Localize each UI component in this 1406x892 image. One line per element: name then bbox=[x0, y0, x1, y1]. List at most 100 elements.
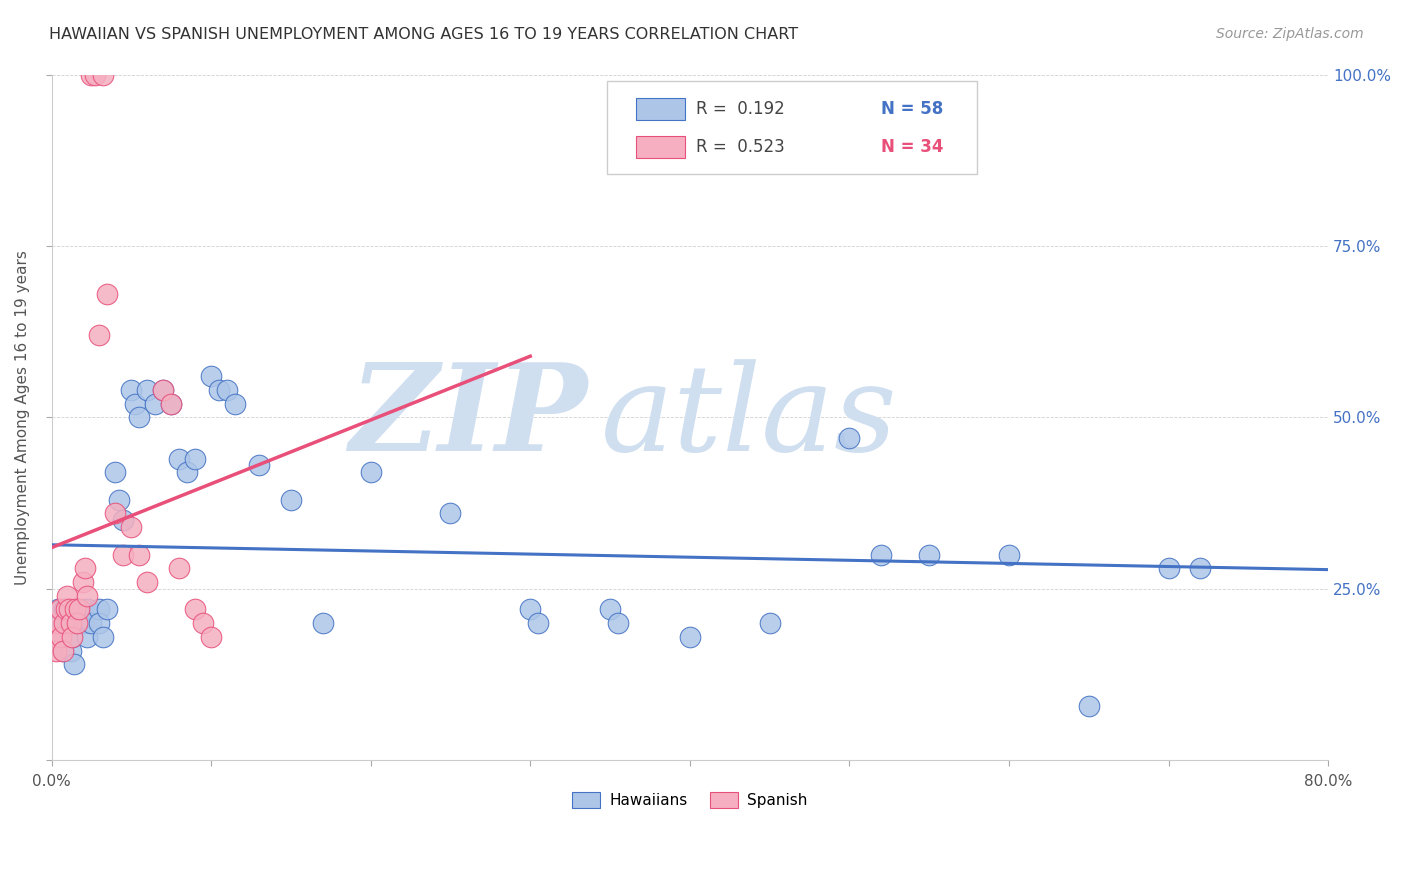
Point bbox=[176, 466, 198, 480]
Point bbox=[679, 630, 702, 644]
Point bbox=[91, 630, 114, 644]
Point bbox=[48, 616, 70, 631]
Point bbox=[200, 369, 222, 384]
Point bbox=[96, 602, 118, 616]
Point bbox=[89, 616, 111, 631]
Point bbox=[76, 630, 98, 644]
Text: N = 34: N = 34 bbox=[882, 137, 943, 155]
Point bbox=[52, 643, 75, 657]
Point bbox=[107, 492, 129, 507]
Point bbox=[48, 602, 70, 616]
Point bbox=[112, 548, 135, 562]
Point bbox=[72, 602, 94, 616]
Point bbox=[160, 397, 183, 411]
Point bbox=[66, 602, 89, 616]
Point bbox=[45, 643, 67, 657]
Text: atlas: atlas bbox=[600, 359, 897, 476]
Point bbox=[60, 630, 83, 644]
Point bbox=[184, 602, 207, 616]
Point bbox=[1157, 561, 1180, 575]
Point bbox=[67, 602, 90, 616]
Point bbox=[167, 451, 190, 466]
Point bbox=[49, 630, 72, 644]
Point bbox=[72, 616, 94, 631]
Point bbox=[58, 602, 80, 616]
Point bbox=[439, 507, 461, 521]
Point bbox=[112, 513, 135, 527]
Point bbox=[527, 616, 550, 631]
FancyBboxPatch shape bbox=[637, 98, 685, 120]
FancyBboxPatch shape bbox=[637, 136, 685, 158]
Point bbox=[83, 68, 105, 82]
Point bbox=[63, 657, 86, 672]
Point bbox=[89, 328, 111, 343]
Point bbox=[1189, 561, 1212, 575]
Point bbox=[49, 630, 72, 644]
Point bbox=[44, 630, 66, 644]
Point bbox=[59, 643, 82, 657]
Legend: Hawaiians, Spanish: Hawaiians, Spanish bbox=[567, 786, 814, 814]
Point bbox=[599, 602, 621, 616]
Point bbox=[72, 575, 94, 590]
Point bbox=[55, 602, 77, 616]
Point bbox=[360, 466, 382, 480]
Text: R =  0.192: R = 0.192 bbox=[696, 100, 785, 118]
Point bbox=[56, 602, 79, 616]
Point bbox=[80, 616, 103, 631]
Point bbox=[91, 68, 114, 82]
Point bbox=[136, 383, 159, 397]
Point bbox=[247, 458, 270, 473]
Point bbox=[53, 602, 76, 616]
Point bbox=[167, 561, 190, 575]
Point bbox=[56, 589, 79, 603]
Point bbox=[44, 616, 66, 631]
Point bbox=[312, 616, 335, 631]
Point bbox=[128, 548, 150, 562]
Point bbox=[77, 602, 100, 616]
Point bbox=[758, 616, 780, 631]
Point bbox=[136, 575, 159, 590]
Point bbox=[120, 383, 142, 397]
Point bbox=[191, 616, 214, 631]
Text: Source: ZipAtlas.com: Source: ZipAtlas.com bbox=[1216, 27, 1364, 41]
Point bbox=[184, 451, 207, 466]
Point bbox=[998, 548, 1021, 562]
Point bbox=[128, 410, 150, 425]
Point bbox=[918, 548, 941, 562]
Point bbox=[60, 630, 83, 644]
Point bbox=[45, 630, 67, 644]
Point bbox=[46, 616, 69, 631]
Point bbox=[80, 68, 103, 82]
Y-axis label: Unemployment Among Ages 16 to 19 years: Unemployment Among Ages 16 to 19 years bbox=[15, 250, 30, 585]
Point bbox=[65, 602, 87, 616]
Point bbox=[65, 616, 87, 631]
Point bbox=[104, 507, 127, 521]
Point bbox=[89, 602, 111, 616]
Point bbox=[66, 616, 89, 631]
Point bbox=[160, 397, 183, 411]
Text: ZIP: ZIP bbox=[350, 359, 588, 476]
Point bbox=[224, 397, 246, 411]
Point bbox=[200, 630, 222, 644]
Point bbox=[73, 561, 96, 575]
Point bbox=[152, 383, 174, 397]
Point bbox=[52, 643, 75, 657]
Point bbox=[215, 383, 238, 397]
Point bbox=[76, 589, 98, 603]
Text: HAWAIIAN VS SPANISH UNEMPLOYMENT AMONG AGES 16 TO 19 YEARS CORRELATION CHART: HAWAIIAN VS SPANISH UNEMPLOYMENT AMONG A… bbox=[49, 27, 799, 42]
Point bbox=[208, 383, 231, 397]
Point bbox=[53, 616, 76, 631]
Point bbox=[59, 616, 82, 631]
Point bbox=[143, 397, 166, 411]
Point bbox=[56, 616, 79, 631]
Point bbox=[46, 602, 69, 616]
Point bbox=[870, 548, 893, 562]
Point bbox=[280, 492, 302, 507]
Point bbox=[124, 397, 146, 411]
Point bbox=[519, 602, 541, 616]
Text: R =  0.523: R = 0.523 bbox=[696, 137, 785, 155]
Text: N = 58: N = 58 bbox=[882, 100, 943, 118]
Point bbox=[838, 431, 860, 445]
Point bbox=[152, 383, 174, 397]
Point bbox=[104, 466, 127, 480]
